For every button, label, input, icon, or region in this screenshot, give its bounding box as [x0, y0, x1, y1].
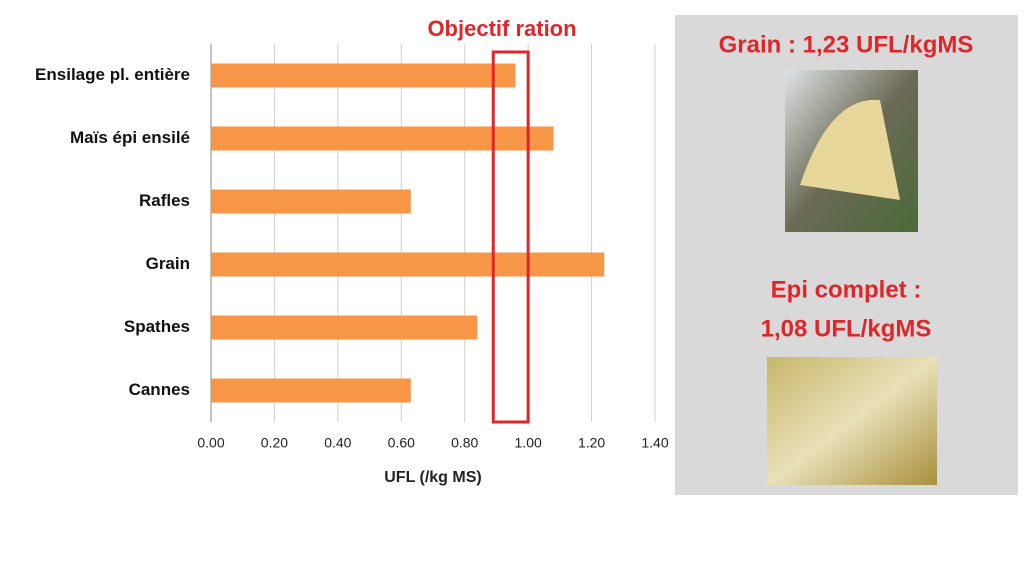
bar: [211, 252, 605, 277]
x-tick-label: 0.20: [261, 435, 288, 451]
bar: [211, 63, 516, 88]
y-tick-label: Cannes: [129, 380, 190, 399]
y-tick-label: Grain: [146, 254, 190, 273]
x-tick-label: 1.40: [641, 435, 668, 451]
grain-text: Grain : 1,23 UFL/kgMS: [719, 31, 974, 58]
x-tick-label: 1.00: [515, 435, 542, 451]
objective-label: Objectif ration: [427, 16, 576, 41]
x-tick-label: 1.20: [578, 435, 605, 451]
bar: [211, 189, 411, 214]
x-tick-label: 0.80: [451, 435, 478, 451]
photo-epi: [767, 357, 937, 485]
x-tick-label: 0.40: [324, 435, 351, 451]
epi-text: 1,08 UFL/kgMS: [761, 315, 932, 342]
y-tick-label: Rafles: [139, 191, 190, 210]
x-tick-label: 0.00: [197, 435, 224, 451]
objective-box: [491, 50, 530, 424]
epi-text: Epi complet :: [771, 276, 922, 303]
x-axis-label: UFL (/kg MS): [384, 469, 481, 486]
y-tick-label: Spathes: [124, 317, 190, 336]
y-tick-label: Maïs épi ensilé: [70, 128, 190, 147]
bar: [211, 315, 478, 340]
y-tick-label: Ensilage pl. entière: [35, 65, 190, 84]
x-tick-label: 0.60: [388, 435, 415, 451]
photo-detail: [800, 99, 900, 200]
bar: [211, 126, 554, 151]
bar: [211, 378, 411, 403]
